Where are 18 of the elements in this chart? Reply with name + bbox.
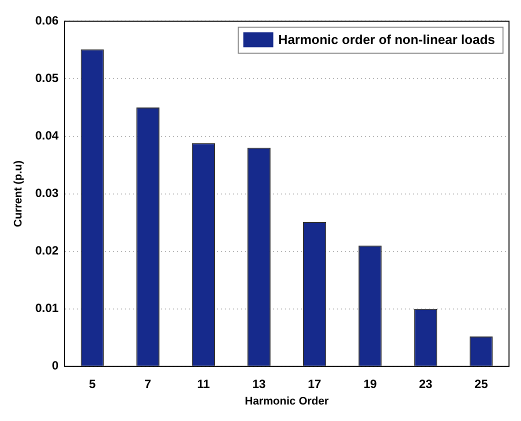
y-tick-label: 0.03 bbox=[35, 186, 59, 200]
x-tick-label: 11 bbox=[197, 376, 210, 391]
y-tick-label: 0.06 bbox=[35, 14, 59, 28]
x-axis-title: Harmonic Order bbox=[244, 395, 330, 408]
x-tick-label: 5 bbox=[88, 376, 96, 391]
y-tick-label: 0.02 bbox=[35, 244, 59, 258]
y-tick-label: 0.01 bbox=[35, 301, 59, 316]
x-tick-label: 7 bbox=[144, 376, 152, 391]
y-tick-label: 0.04 bbox=[35, 128, 59, 143]
x-tick-label: 13 bbox=[252, 376, 266, 391]
y-tick-label: 0.05 bbox=[35, 71, 59, 86]
x-tick-label: 19 bbox=[363, 376, 378, 391]
x-tick-label: 17 bbox=[308, 376, 322, 391]
y-tick-label: 0 bbox=[52, 358, 59, 373]
x-tick-label: 23 bbox=[418, 376, 433, 391]
x-tick-label: 25 bbox=[474, 376, 488, 391]
legend-label: Harmonic order of non-linear loads bbox=[278, 32, 496, 47]
y-axis-title: Current (p.u) bbox=[12, 160, 25, 228]
